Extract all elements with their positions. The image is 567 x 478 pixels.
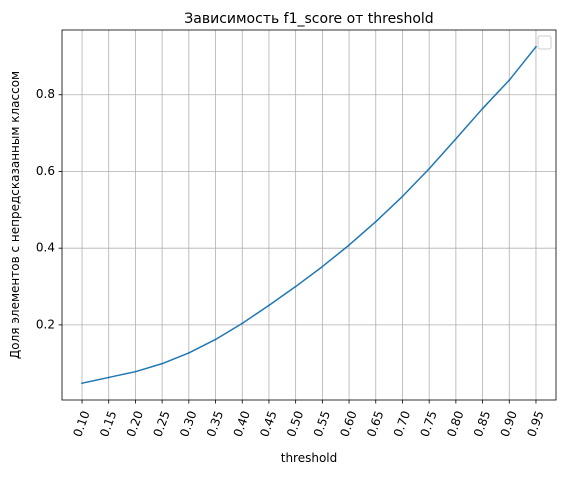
plot-area xyxy=(62,30,556,400)
x-tick-label: 0.95 xyxy=(524,409,546,439)
x-tick-label: 0.10 xyxy=(70,409,92,439)
y-tick-label: 0.8 xyxy=(36,87,55,101)
data-point xyxy=(428,167,431,170)
x-tick-label: 0.80 xyxy=(444,409,466,439)
data-point xyxy=(454,137,457,140)
x-tick-label: 0.60 xyxy=(337,409,359,439)
data-point xyxy=(535,45,537,48)
x-axis-ticks: 0.10 0.15 0.20 0.25 0.30 0.35 0.40 0.45 0.50 0.55… xyxy=(70,400,547,439)
chart-title: Зависимость f1_score от threshold xyxy=(184,11,433,27)
data-point xyxy=(268,304,270,307)
grid xyxy=(62,30,556,400)
plot-frame xyxy=(61,29,557,401)
data-point xyxy=(241,322,244,325)
data-point xyxy=(107,376,110,379)
x-tick-label: 0.40 xyxy=(231,409,253,439)
y-tick-label: 0.6 xyxy=(36,164,55,178)
x-tick-label: 0.25 xyxy=(151,409,173,439)
data-point xyxy=(81,382,83,385)
x-tick-label: 0.55 xyxy=(311,409,333,439)
data-point xyxy=(161,362,164,365)
y-axis-ticks: 0.2 0.4 0.6 0.8 xyxy=(36,87,62,331)
x-tick-label: 0.85 xyxy=(471,409,493,439)
legend-box[interactable] xyxy=(537,35,552,50)
y-tick-label: 0.4 xyxy=(36,241,55,255)
x-tick-label: 0.20 xyxy=(124,409,146,439)
x-tick-label: 0.45 xyxy=(257,409,279,439)
x-tick-label: 0.65 xyxy=(364,409,386,439)
data-point xyxy=(134,370,137,373)
y-tick-label: 0.2 xyxy=(36,317,55,331)
data-point xyxy=(481,107,484,110)
x-tick-label: 0.70 xyxy=(391,409,413,439)
series-layer xyxy=(81,45,537,385)
axes xyxy=(61,29,557,401)
data-point xyxy=(508,79,511,82)
series-line xyxy=(81,46,537,384)
data-point xyxy=(294,285,297,288)
x-tick-label: 0.30 xyxy=(177,409,199,439)
x-axis-label: threshold xyxy=(281,451,338,465)
x-tick-label: 0.15 xyxy=(97,409,119,439)
data-point xyxy=(374,220,377,223)
data-point xyxy=(187,351,190,354)
x-tick-label: 0.90 xyxy=(498,409,520,439)
data-point xyxy=(348,244,350,247)
data-point xyxy=(401,195,404,198)
data-point xyxy=(321,265,324,268)
x-tick-label: 0.75 xyxy=(418,409,440,439)
x-tick-label: 0.35 xyxy=(204,409,226,439)
y-axis-label: Доля элементов с непредсказанным классом xyxy=(8,71,22,359)
x-tick-label: 0.50 xyxy=(284,409,306,439)
data-point xyxy=(214,338,217,341)
